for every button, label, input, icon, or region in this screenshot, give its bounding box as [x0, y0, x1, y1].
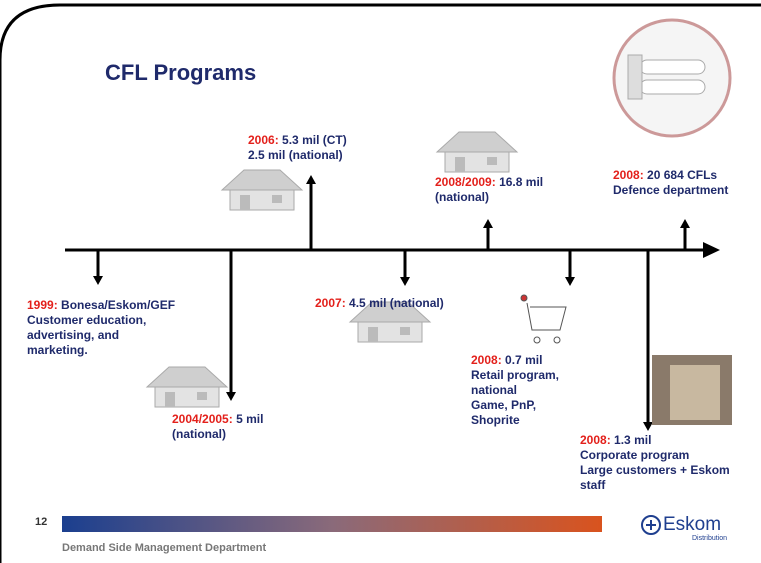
- event-text: 0.7 mil: [505, 353, 542, 367]
- event-line: advertising, and: [27, 328, 175, 343]
- event-line: Game, PnP,: [471, 398, 559, 413]
- event-label: 2004/2005: 5 mil(national): [172, 412, 263, 442]
- event-line: (national): [435, 190, 543, 205]
- event-text: 16.8 mil: [499, 175, 543, 189]
- event-label: 2007: 4.5 mil (national): [315, 296, 444, 311]
- event-line: staff: [580, 478, 730, 493]
- event-text: Retail program,: [471, 368, 559, 382]
- event-text: Corporate program: [580, 448, 689, 462]
- event-label: 2006: 5.3 mil (CT)2.5 mil (national): [248, 133, 347, 163]
- event-text: Customer education,: [27, 313, 146, 327]
- event-line: Shoprite: [471, 413, 559, 428]
- event-text: 4.5 mil (national): [349, 296, 444, 310]
- event-text: advertising, and: [27, 328, 119, 342]
- event-text: Shoprite: [471, 413, 520, 427]
- event-year: 2007:: [315, 296, 346, 310]
- event-line: 2008: 1.3 mil: [580, 433, 730, 448]
- logo-subtext: Distribution: [692, 535, 727, 542]
- event-text: 2.5 mil (national): [248, 148, 343, 162]
- event-line: 2.5 mil (national): [248, 148, 347, 163]
- event-year: 2004/2005:: [172, 412, 233, 426]
- event-year: 2008:: [613, 168, 644, 182]
- event-line: 2007: 4.5 mil (national): [315, 296, 444, 311]
- event-line: marketing.: [27, 343, 175, 358]
- slide-title: CFL Programs: [105, 60, 256, 86]
- event-year: 2008:: [471, 353, 502, 367]
- footer-text: Demand Side Management Department: [62, 542, 266, 554]
- event-line: national: [471, 383, 559, 398]
- event-year: 1999:: [27, 298, 58, 312]
- event-line: Corporate program: [580, 448, 730, 463]
- event-line: 2008/2009: 16.8 mil: [435, 175, 543, 190]
- event-year: 2006:: [248, 133, 279, 147]
- event-line: 2006: 5.3 mil (CT): [248, 133, 347, 148]
- building-photo: [652, 355, 732, 425]
- logo-icon: [642, 516, 660, 534]
- event-text: 20 684 CFLs: [647, 168, 717, 182]
- page-number: 12: [35, 516, 47, 528]
- event-text: 5.3 mil (CT): [282, 133, 347, 147]
- event-line: Defence department: [613, 183, 728, 198]
- event-text: Large customers + Eskom: [580, 463, 730, 477]
- event-text: national: [471, 383, 517, 397]
- cfl-image: [614, 20, 730, 136]
- cart-icon: [521, 295, 566, 343]
- event-text: 5 mil: [236, 412, 263, 426]
- logo-text: Eskom: [663, 514, 721, 536]
- event-text: (national): [435, 190, 489, 204]
- slide: CFL Programs 1999: Bonesa/Eskom/GEFCusto…: [0, 0, 761, 563]
- event-text: staff: [580, 478, 605, 492]
- event-text: (national): [172, 427, 226, 441]
- event-line: Customer education,: [27, 313, 175, 328]
- event-year: 2008:: [580, 433, 611, 447]
- event-line: 2008: 0.7 mil: [471, 353, 559, 368]
- event-label: 2008/2009: 16.8 mil(national): [435, 175, 543, 205]
- event-text: Defence department: [613, 183, 728, 197]
- footer-bar: [62, 516, 602, 532]
- event-text: marketing.: [27, 343, 88, 357]
- event-line: Retail program,: [471, 368, 559, 383]
- house-icon: [437, 132, 517, 172]
- event-line: Large customers + Eskom: [580, 463, 730, 478]
- event-line: 1999: Bonesa/Eskom/GEF: [27, 298, 175, 313]
- event-year: 2008/2009:: [435, 175, 496, 189]
- event-line: 2008: 20 684 CFLs: [613, 168, 728, 183]
- event-text: Bonesa/Eskom/GEF: [61, 298, 175, 312]
- event-line: (national): [172, 427, 263, 442]
- event-text: 1.3 mil: [614, 433, 651, 447]
- event-text: Game, PnP,: [471, 398, 536, 412]
- house-icon: [147, 367, 227, 407]
- house-icon: [222, 170, 302, 210]
- event-line: 2004/2005: 5 mil: [172, 412, 263, 427]
